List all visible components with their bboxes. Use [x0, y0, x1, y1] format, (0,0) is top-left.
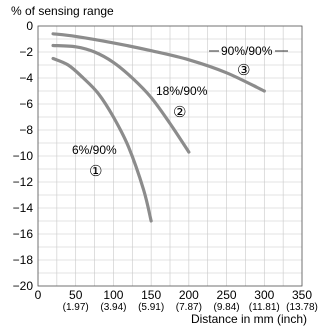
x-tick-sublabel: (3.94) [100, 302, 126, 313]
y-axis-label: % of sensing range [11, 4, 114, 18]
x-tick-sublabel: (7.87) [176, 302, 202, 313]
y-tick-label: −4 [19, 71, 33, 85]
x-tick-label: 100 [103, 288, 123, 302]
y-tick-label: −10 [13, 149, 34, 163]
x-tick-label: 0 [35, 288, 42, 302]
x-tick-label: 50 [69, 288, 83, 302]
series-label-18-90: 18%/90% [156, 84, 208, 98]
y-tick-label: −6 [19, 97, 33, 111]
x-axis-label: Distance in mm (inch) [191, 312, 307, 326]
series-line-1 [51, 56, 153, 223]
y-tick-label: −16 [13, 227, 34, 241]
x-tick-sublabel: (9.84) [214, 302, 240, 313]
series-line-2 [51, 43, 191, 154]
y-tick-label: −20 [13, 279, 34, 293]
plot-frame [37, 25, 303, 287]
y-tick-label: −8 [19, 123, 33, 137]
y-tick-label: −12 [13, 175, 34, 189]
series-marker-3: ③ [237, 61, 250, 79]
series-marker-2: ② [173, 103, 186, 121]
series-line-3 [51, 32, 266, 93]
y-axis-ticks: 0 −2 −4 −6 −8 −10 −12 −14 −16 −18 −20 [13, 19, 34, 293]
x-tick-label: 350 [292, 288, 312, 302]
y-tick-label: −14 [13, 201, 34, 215]
series-marker-1: ① [89, 162, 102, 180]
x-tick-sublabel: (5.91) [138, 302, 164, 313]
series-lines [51, 32, 266, 223]
x-tick-label: 250 [217, 288, 237, 302]
x-tick-label: 300 [254, 288, 274, 302]
y-tick-label: −2 [19, 45, 33, 59]
series-annotations: 6%/90% ① 18%/90% ② 90%/90% ③ [72, 44, 288, 180]
series-label-90-90: 90%/90% [221, 44, 273, 58]
x-tick-label: 150 [141, 288, 161, 302]
x-tick-label: 200 [179, 288, 199, 302]
x-tick-sublabel: (11.81) [249, 302, 280, 313]
y-tick-label: 0 [26, 19, 33, 33]
x-tick-sublabel: (13.78) [286, 302, 318, 313]
x-axis-ticks: 0 50(1.97)100(3.94)150(5.91)200(7.87)250(… [35, 288, 318, 313]
y-tick-label: −18 [13, 253, 34, 267]
grid [37, 25, 303, 287]
series-label-6-90: 6%/90% [72, 143, 117, 157]
x-tick-sublabel: (1.97) [63, 302, 89, 313]
